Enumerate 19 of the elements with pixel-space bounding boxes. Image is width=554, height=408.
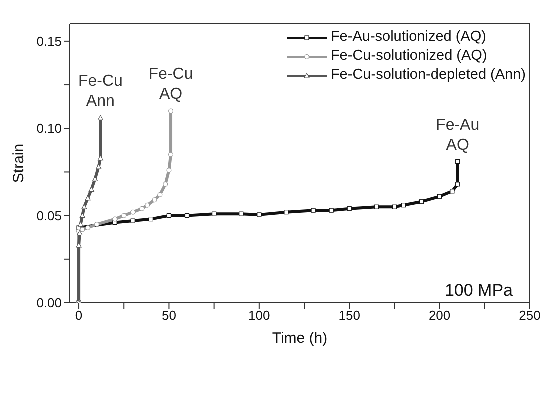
- annotation: 100 MPa: [444, 281, 514, 300]
- annotation: Fe-Cu AQ: [148, 66, 194, 104]
- annotation: Fe-Au AQ: [436, 116, 480, 154]
- x-axis-title: Time (h): [272, 330, 328, 347]
- legend-label: Fe-Au-solutionized (AQ): [330, 28, 486, 47]
- x-tick-label: 250: [519, 308, 541, 324]
- x-tick-label: 0: [75, 308, 83, 324]
- x-tick-label: 150: [338, 308, 360, 324]
- x-tick-label: 100: [248, 308, 270, 324]
- x-tick-label: 50: [162, 308, 176, 324]
- legend-label: Fe-Cu-solutionized (AQ): [330, 47, 488, 66]
- legend-label: Fe-Cu-solution-depleted (Ann): [330, 66, 526, 85]
- annotation: Fe-Cu Ann: [78, 73, 123, 110]
- y-axis-title: Strain: [10, 144, 28, 184]
- y-tick-label: 0.15: [36, 34, 62, 50]
- x-tick-label: 200: [428, 308, 451, 324]
- y-tick-label: 0.05: [36, 208, 62, 224]
- y-tick-label: 0.10: [36, 121, 62, 136]
- y-tick-label: 0.00: [36, 296, 62, 311]
